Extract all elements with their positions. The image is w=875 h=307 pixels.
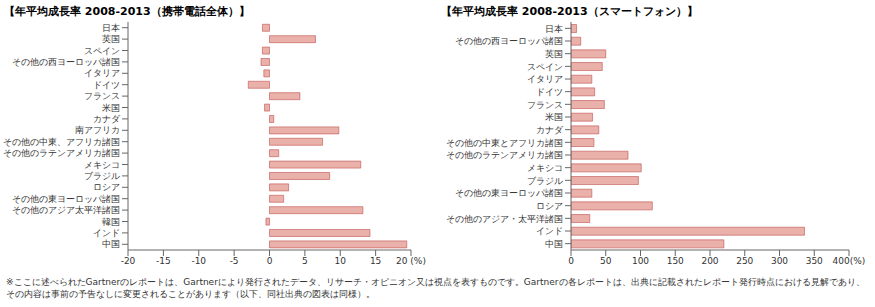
svg-text:フランス: フランス (84, 91, 120, 101)
svg-text:イタリア: イタリア (527, 74, 563, 84)
svg-text:カナダ: カナダ (536, 125, 564, 135)
svg-text:中国: 中国 (545, 239, 563, 249)
svg-text:その他のラテンアメリカ諸国: その他のラテンアメリカ諸国 (8, 148, 120, 158)
svg-text:-5: -5 (230, 256, 239, 266)
svg-text:日本: 日本 (545, 24, 563, 34)
svg-text:250: 250 (736, 256, 753, 266)
svg-text:0: 0 (568, 256, 574, 266)
svg-text:米国: 米国 (545, 112, 563, 122)
svg-text:英国: 英国 (102, 34, 120, 44)
svg-text:スペイン: スペイン (527, 62, 563, 72)
html-text:※ここに述べられたGartnerのレポートは、Gartner: ※ここに述べられたGartnerのレポートは、Gartnerにより発行されたデー… (6, 277, 865, 299)
svg-text:日本: 日本 (102, 23, 120, 33)
svg-text:メキシコ: メキシコ (84, 160, 120, 170)
svg-text:ブラジル: ブラジル (84, 171, 120, 181)
svg-text:ブラジル: ブラジル (527, 176, 563, 186)
svg-text:スペイン: スペイン (84, 46, 120, 56)
svg-text:メキシコ: メキシコ (527, 163, 563, 173)
svg-text:350: 350 (806, 256, 823, 266)
svg-text:100: 100 (632, 256, 649, 266)
svg-text:ドイツ: ドイツ (93, 80, 120, 90)
svg-text:その他の東ヨーロッパ諸国: その他の東ヨーロッパ諸国 (455, 188, 563, 198)
svg-text:その他のラテンアメリカ諸国: その他のラテンアメリカ諸国 (446, 150, 563, 160)
svg-text:0: 0 (267, 256, 273, 266)
svg-text:10: 10 (335, 256, 347, 266)
svg-text:韓国: 韓国 (102, 217, 120, 227)
svg-text:ドイツ: ドイツ (536, 87, 563, 97)
svg-text:その他のアジア太平洋諸国: その他のアジア太平洋諸国 (12, 205, 120, 215)
svg-text:その他の西ヨーロッパ諸国: その他の西ヨーロッパ諸国 (12, 57, 120, 67)
svg-text:フランス: フランス (527, 100, 563, 110)
svg-text:中国: 中国 (102, 239, 120, 249)
svg-text:300: 300 (771, 256, 788, 266)
html-text:【年平均成長率 2008-2013（スマートフォン）】: 【年平均成長率 2008-2013（スマートフォン）】 (441, 5, 698, 18)
svg-text:米国: 米国 (102, 103, 120, 113)
svg-text:インド: インド (536, 226, 563, 236)
svg-text:南アフリカ: 南アフリカ (75, 125, 120, 135)
svg-text:15: 15 (370, 256, 381, 266)
svg-text:イタリア: イタリア (84, 68, 120, 78)
svg-text:-15: -15 (156, 256, 171, 266)
svg-text:インド: インド (93, 228, 120, 238)
svg-text:その他の西ヨーロッパ諸国: その他の西ヨーロッパ諸国 (455, 36, 563, 46)
svg-text:英国: 英国 (545, 49, 563, 59)
html-text:【年平均成長率 2008-2013（携帯電話全体）】: 【年平均成長率 2008-2013（携帯電話全体）】 (4, 5, 250, 18)
svg-text:ロシア: ロシア (536, 201, 563, 211)
svg-text:-10: -10 (191, 256, 206, 266)
svg-text:その他のアジア・太平洋諸国: その他のアジア・太平洋諸国 (446, 214, 563, 224)
svg-text:ロシア: ロシア (93, 182, 120, 192)
svg-text:カナダ: カナダ (93, 114, 121, 124)
svg-text:50: 50 (600, 256, 612, 266)
svg-text:その他の東ヨーロッパ諸国: その他の東ヨーロッパ諸国 (12, 194, 120, 204)
svg-text:-20: -20 (121, 256, 136, 266)
svg-text:その他の中東とアフリカ諸国: その他の中東とアフリカ諸国 (446, 138, 563, 148)
svg-text:150: 150 (667, 256, 684, 266)
svg-text:20 (%): 20 (%) (396, 256, 426, 266)
svg-text:400(%): 400(%) (833, 256, 866, 266)
svg-text:200: 200 (701, 256, 718, 266)
svg-text:その他の中東、アフリカ諸国: その他の中東、アフリカ諸国 (8, 137, 120, 147)
svg-text:5: 5 (302, 256, 308, 266)
